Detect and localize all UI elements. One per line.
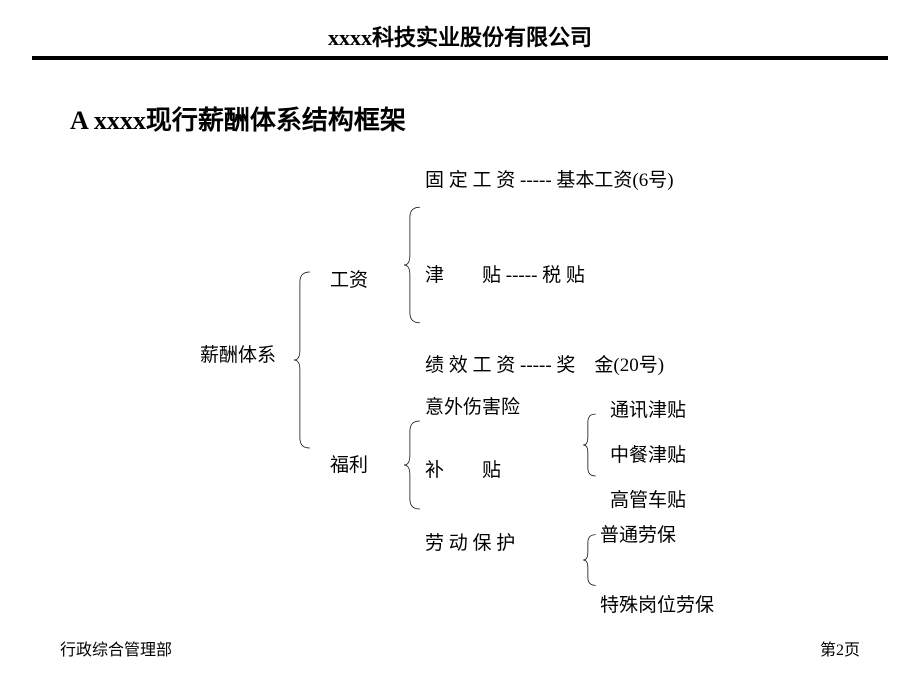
brace-subsidy <box>580 390 598 500</box>
node-accident: 意外伤害险 <box>425 392 520 419</box>
node-exec-car: 高管车贴 <box>610 485 686 512</box>
brace-welfare <box>400 385 422 545</box>
node-allowance: 津 贴 ----- 税 贴 <box>425 260 585 287</box>
footer-right: 第2页 <box>820 636 860 660</box>
node-wage: 工资 <box>330 265 368 292</box>
brace-labor <box>580 515 598 605</box>
node-lunch-subsidy: 中餐津贴 <box>610 440 686 467</box>
slide-title: A xxxx现行薪酬体系结构框架 <box>70 100 406 137</box>
node-normal-labor: 普通劳保 <box>600 520 676 547</box>
company-header: xxxx科技实业股份有限公司 <box>0 20 920 52</box>
node-labor: 劳 动 保 护 <box>425 528 515 555</box>
label-fixed-wage: 固 定 工 资 <box>425 170 515 191</box>
brace-root <box>290 200 312 520</box>
node-special-labor: 特殊岗位劳保 <box>600 590 714 617</box>
page: xxxx科技实业股份有限公司 A xxxx现行薪酬体系结构框架 薪酬体系 工资 … <box>0 0 920 690</box>
brace-wage <box>400 160 422 370</box>
right-perf-wage: 奖 金(20号) <box>556 355 664 376</box>
node-root: 薪酬体系 <box>200 340 276 367</box>
dash-allowance: ----- <box>506 265 538 286</box>
node-comm-subsidy: 通讯津贴 <box>610 395 686 422</box>
header-rule <box>32 56 888 60</box>
footer-left: 行政综合管理部 <box>60 636 172 660</box>
node-perf-wage: 绩 效 工 资 ----- 奖 金(20号) <box>425 350 664 377</box>
label-allowance: 津 贴 <box>425 265 501 286</box>
right-fixed-wage: 基本工资(6号) <box>556 170 673 191</box>
dash-perf-wage: ----- <box>520 355 552 376</box>
node-welfare: 福利 <box>330 450 368 477</box>
node-fixed-wage: 固 定 工 资 ----- 基本工资(6号) <box>425 165 674 192</box>
label-perf-wage: 绩 效 工 资 <box>425 355 515 376</box>
right-allowance: 税 贴 <box>542 265 585 286</box>
dash-fixed-wage: ----- <box>520 170 552 191</box>
node-subsidy: 补 贴 <box>425 455 501 482</box>
